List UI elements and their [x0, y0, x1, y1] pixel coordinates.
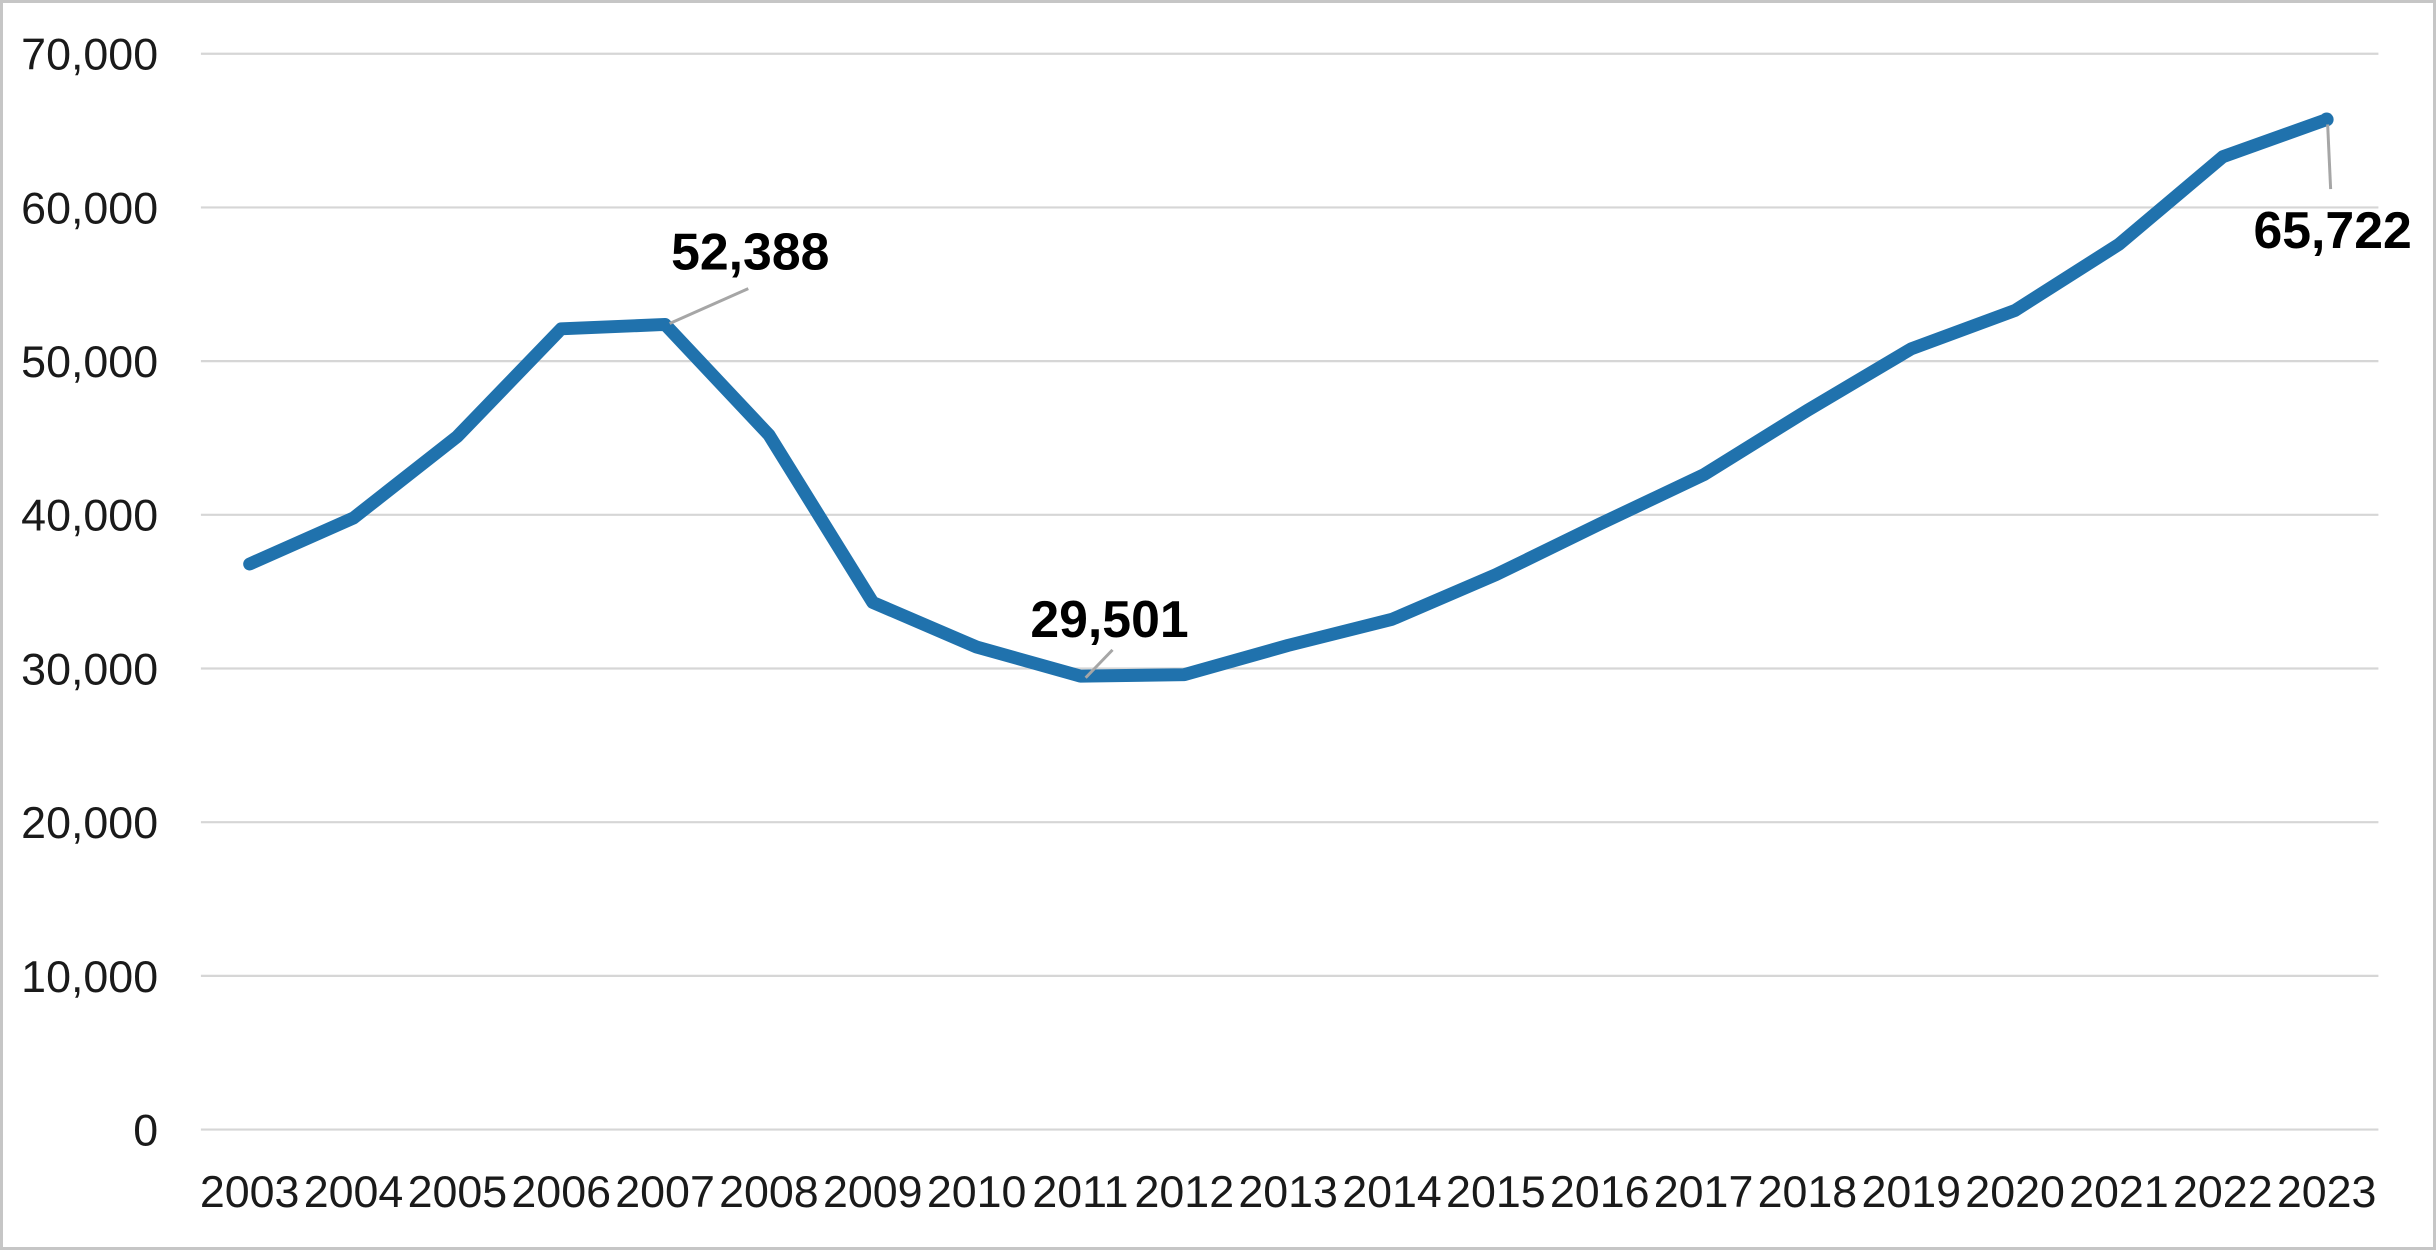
data-line [243, 113, 2334, 683]
data-series [243, 112, 2334, 683]
x-tick-label: 2010 [927, 1167, 1027, 1217]
y-tick-label: 40,000 [21, 491, 158, 541]
y-tick-label: 10,000 [21, 952, 158, 1002]
x-tick-label: 2008 [719, 1167, 819, 1217]
x-tick-label: 2017 [1654, 1167, 1754, 1217]
line-chart-svg: 0 10,000 20,000 30,000 40,000 50,000 60,000 70,… [21, 30, 2412, 1218]
x-axis-labels: 2003 2004 2005 2006 2007 2008 2009 2010 2011 2012… [200, 1167, 2377, 1217]
y-tick-label: 70,000 [21, 30, 158, 80]
callout-leader-line [2326, 124, 2333, 190]
data-label: 52,388 [671, 223, 829, 281]
x-tick-label: 2007 [615, 1167, 715, 1217]
x-tick-label: 2023 [2277, 1167, 2377, 1217]
x-tick-label: 2020 [1965, 1167, 2065, 1217]
x-tick-label: 2015 [1446, 1167, 1546, 1217]
y-tick-label: 0 [133, 1105, 158, 1155]
data-callouts: 52,388 29,501 65,722 [669, 124, 2412, 679]
callout-leader-line [1084, 648, 1114, 679]
data-label: 65,722 [2253, 201, 2411, 259]
data-label: 29,501 [1030, 590, 1188, 648]
x-tick-label: 2014 [1342, 1167, 1442, 1217]
x-tick-label: 2013 [1238, 1167, 1338, 1217]
x-tick-label: 2019 [1861, 1167, 1961, 1217]
x-tick-label: 2004 [304, 1167, 404, 1217]
x-tick-label: 2006 [511, 1167, 611, 1217]
y-tick-label: 60,000 [21, 183, 158, 233]
end-point-marker [2319, 112, 2334, 127]
x-tick-label: 2011 [1032, 1167, 1128, 1217]
y-tick-label: 20,000 [21, 798, 158, 848]
x-tick-label: 2016 [1550, 1167, 1650, 1217]
x-tick-label: 2022 [2173, 1167, 2273, 1217]
y-axis-labels: 0 10,000 20,000 30,000 40,000 50,000 60,000 70,… [21, 30, 158, 1156]
x-tick-label: 2018 [1758, 1167, 1858, 1217]
y-tick-label: 50,000 [21, 337, 158, 387]
x-tick-label: 2005 [408, 1167, 508, 1217]
gridlines [200, 52, 2379, 1131]
y-tick-label: 30,000 [21, 644, 158, 694]
x-tick-label: 2012 [1135, 1167, 1235, 1217]
x-tick-label: 2009 [823, 1167, 923, 1217]
callout-leader-line [669, 287, 749, 325]
x-tick-label: 2003 [200, 1167, 300, 1217]
x-tick-label: 2021 [2069, 1167, 2169, 1217]
